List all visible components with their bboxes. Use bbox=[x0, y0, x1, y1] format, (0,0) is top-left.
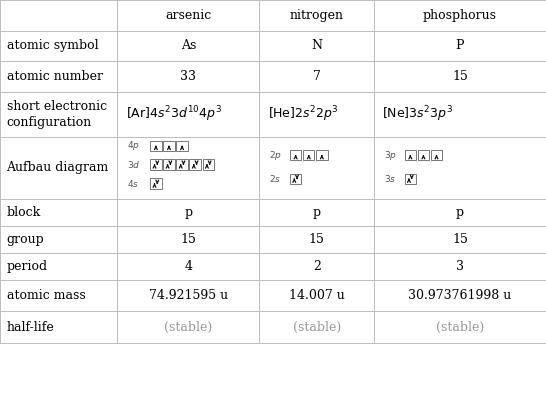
Text: half-life: half-life bbox=[7, 321, 54, 334]
Text: $3p$: $3p$ bbox=[384, 149, 397, 162]
Bar bbox=[303, 150, 314, 161]
Bar bbox=[203, 159, 214, 170]
Text: As: As bbox=[181, 39, 196, 52]
Text: arsenic: arsenic bbox=[165, 9, 211, 22]
Text: 4: 4 bbox=[185, 260, 192, 273]
Text: group: group bbox=[7, 233, 44, 246]
Text: 14.007 u: 14.007 u bbox=[289, 289, 345, 302]
Text: Aufbau diagram: Aufbau diagram bbox=[7, 161, 109, 174]
Bar bbox=[150, 141, 162, 151]
Text: p: p bbox=[456, 206, 464, 219]
Text: 15: 15 bbox=[452, 233, 468, 246]
Text: P: P bbox=[456, 39, 464, 52]
Text: $3s$: $3s$ bbox=[384, 173, 396, 184]
Text: p: p bbox=[313, 206, 321, 219]
Text: (stable): (stable) bbox=[436, 321, 484, 334]
Text: 15: 15 bbox=[308, 233, 325, 246]
Text: $4p$: $4p$ bbox=[127, 140, 140, 153]
Bar bbox=[163, 141, 175, 151]
Bar bbox=[150, 178, 162, 189]
Bar bbox=[405, 173, 416, 184]
Text: $2s$: $2s$ bbox=[269, 173, 281, 184]
Text: $3d$: $3d$ bbox=[127, 159, 141, 170]
Text: 15: 15 bbox=[180, 233, 197, 246]
Text: (stable): (stable) bbox=[164, 321, 212, 334]
Text: 2: 2 bbox=[313, 260, 321, 273]
Text: 74.921595 u: 74.921595 u bbox=[149, 289, 228, 302]
Bar bbox=[316, 150, 328, 161]
Text: N: N bbox=[311, 39, 322, 52]
Text: 30.973761998 u: 30.973761998 u bbox=[408, 289, 512, 302]
Text: $2p$: $2p$ bbox=[269, 149, 282, 162]
Text: 3: 3 bbox=[456, 260, 464, 273]
Text: 33: 33 bbox=[180, 70, 197, 83]
Text: 7: 7 bbox=[313, 70, 321, 83]
Bar bbox=[290, 150, 301, 161]
Text: short electronic
configuration: short electronic configuration bbox=[7, 99, 106, 129]
Text: period: period bbox=[7, 260, 48, 273]
Bar bbox=[176, 141, 188, 151]
Text: $4s$: $4s$ bbox=[127, 178, 139, 189]
Text: phosphorus: phosphorus bbox=[423, 9, 497, 22]
Text: block: block bbox=[7, 206, 41, 219]
Bar bbox=[431, 150, 442, 161]
Bar bbox=[163, 159, 175, 170]
Text: p: p bbox=[185, 206, 192, 219]
Text: atomic number: atomic number bbox=[7, 70, 103, 83]
Bar bbox=[176, 159, 188, 170]
Bar bbox=[418, 150, 429, 161]
Bar bbox=[150, 159, 162, 170]
Bar bbox=[405, 150, 416, 161]
Text: nitrogen: nitrogen bbox=[290, 9, 343, 22]
Bar bbox=[290, 173, 301, 184]
Text: $\mathregular{[Ne]}3s^{\mathregular{2}}3p^{\mathregular{3}}$: $\mathregular{[Ne]}3s^{\mathregular{2}}3… bbox=[382, 104, 453, 124]
Text: $\mathregular{[Ar]}4s^{\mathregular{2}}3d^{\mathregular{10}}4p^{\mathregular{3}}: $\mathregular{[Ar]}4s^{\mathregular{2}}3… bbox=[126, 104, 222, 124]
Text: 15: 15 bbox=[452, 70, 468, 83]
Text: atomic mass: atomic mass bbox=[7, 289, 85, 302]
Bar bbox=[189, 159, 201, 170]
Text: $\mathregular{[He]}2s^{\mathregular{2}}2p^{\mathregular{3}}$: $\mathregular{[He]}2s^{\mathregular{2}}2… bbox=[268, 104, 339, 124]
Text: (stable): (stable) bbox=[293, 321, 341, 334]
Text: atomic symbol: atomic symbol bbox=[7, 39, 98, 52]
